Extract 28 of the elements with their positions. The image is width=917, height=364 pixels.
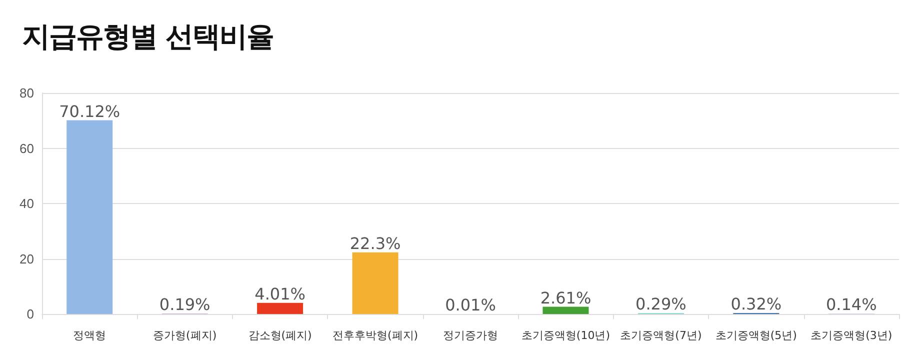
- data-label: 0.01%: [445, 295, 496, 314]
- y-tick-label: 40: [20, 196, 34, 211]
- x-tick-label: 정액형: [73, 329, 106, 342]
- data-label: 4.01%: [254, 284, 306, 304]
- x-tick-label: 초기증액형(7년): [620, 329, 702, 342]
- chart-title: 지급유형별 선택비율: [22, 19, 274, 55]
- data-label: 0.19%: [159, 294, 210, 314]
- data-label: 70.12%: [59, 102, 120, 121]
- bar: [66, 120, 113, 314]
- data-label: 2.61%: [540, 288, 592, 308]
- x-tick-label: 초기증액형(10년): [521, 329, 610, 342]
- x-tick-label: 증가형(폐지): [153, 329, 217, 342]
- x-tick-label: 초기증액형(3년): [810, 329, 892, 342]
- y-tick-label: 20: [20, 251, 34, 266]
- y-tick-label: 60: [20, 140, 34, 156]
- data-label: 0.29%: [636, 294, 686, 314]
- x-tick-label: 전후후박형(폐지): [332, 329, 418, 342]
- bar: [257, 302, 304, 314]
- data-label: 0.14%: [826, 295, 877, 314]
- x-tick-label: 감소형(폐지): [248, 329, 312, 342]
- x-tick-label: 초기증액형(5년): [715, 329, 797, 342]
- data-label: 22.3%: [350, 234, 401, 253]
- y-tick-label: 0: [26, 306, 34, 322]
- data-label: 0.32%: [730, 294, 782, 314]
- x-tick-label: 정기증가형: [443, 329, 498, 342]
- bar: [352, 252, 398, 314]
- bar: [542, 306, 589, 314]
- y-tick-label: 80: [20, 86, 34, 100]
